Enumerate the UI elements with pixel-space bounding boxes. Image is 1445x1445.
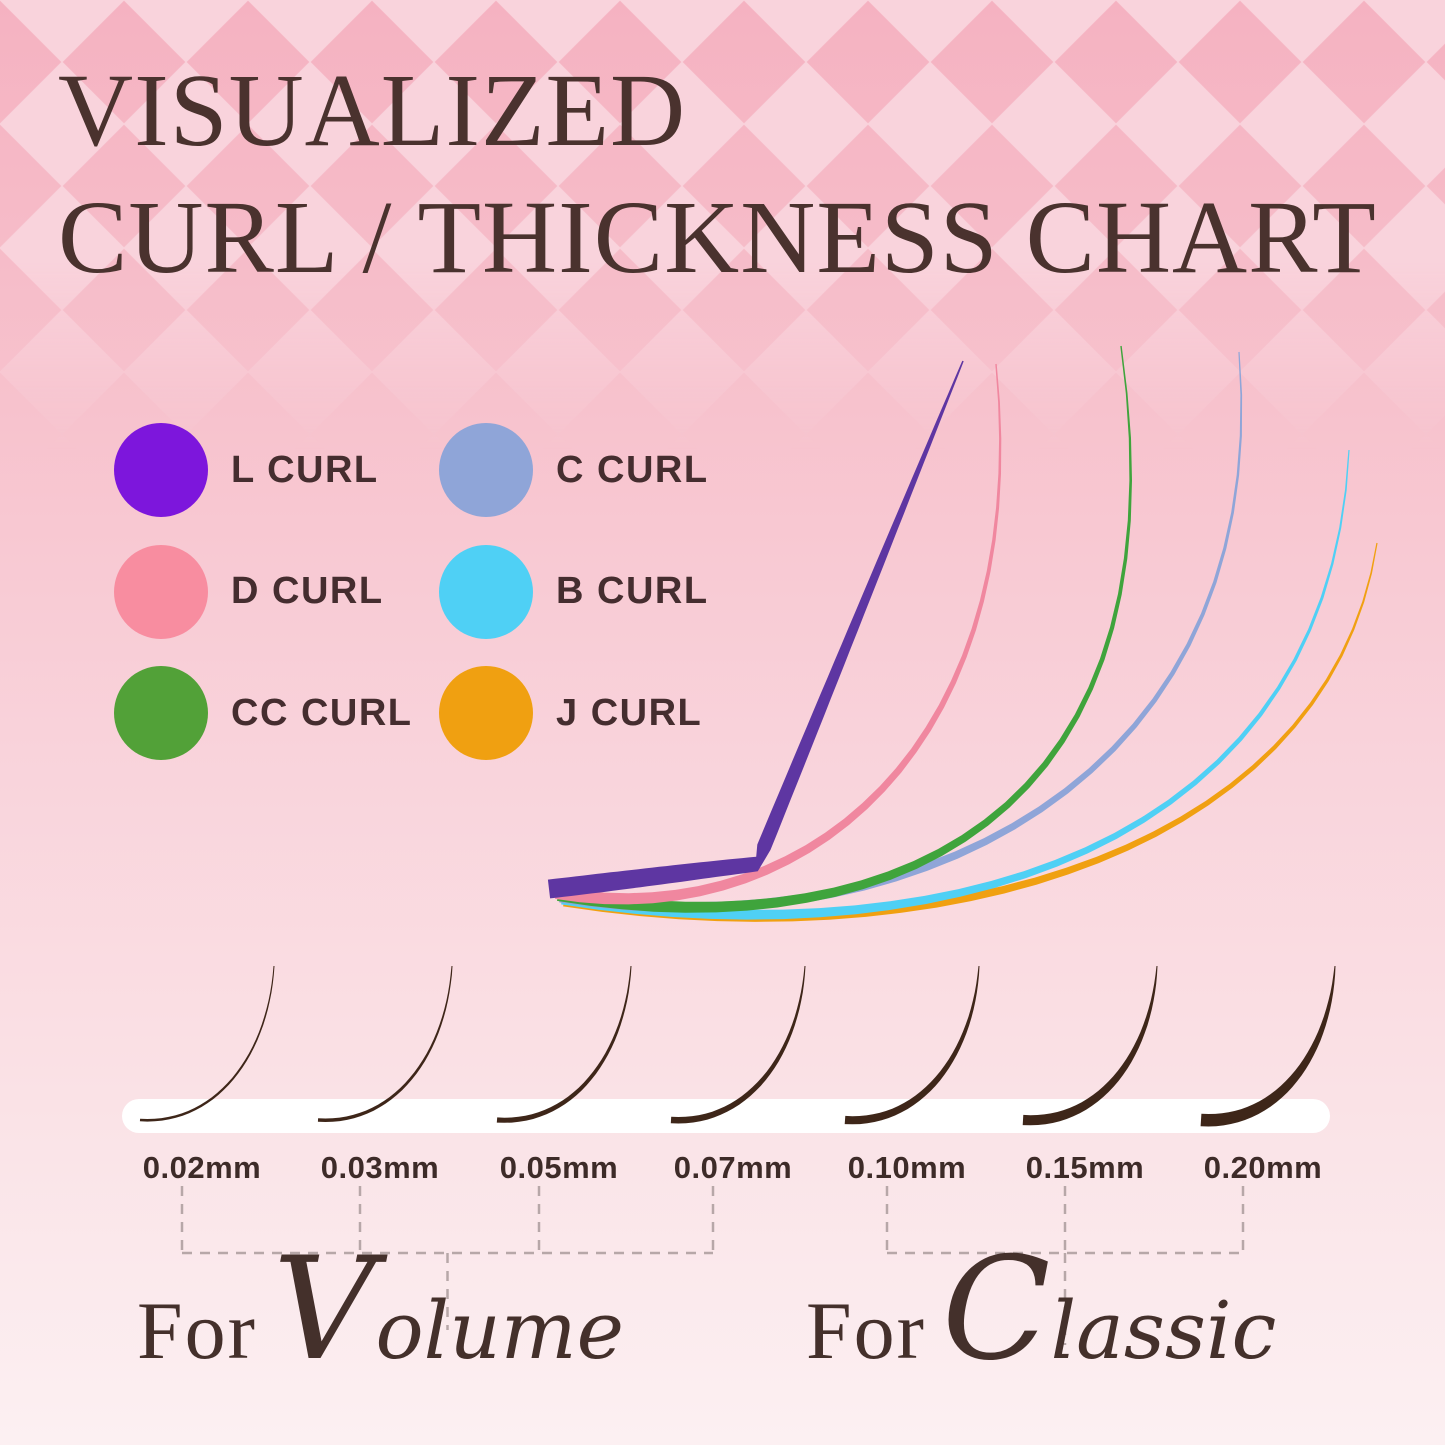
legend-color-dot <box>114 666 208 760</box>
thickness-label-0.15mm: 0.15mm <box>1025 1150 1145 1185</box>
page-title: VISUALIZED CURL / THICKNESS CHART <box>58 47 1377 301</box>
lash-strip-bar <box>122 1099 1330 1133</box>
legend-item-j-curl: J CURL <box>439 666 702 760</box>
dashed-connectors <box>180 1186 1245 1345</box>
legend-color-dot <box>439 423 533 517</box>
diamond-pattern-background <box>0 0 1445 470</box>
thickness-label-0.05mm: 0.05mm <box>499 1150 619 1185</box>
legend-color-dot <box>114 544 208 639</box>
group-script-rest: olume <box>375 1284 624 1377</box>
legend-item-l-curl: L CURL <box>114 423 379 517</box>
legend-item-cc-curl: CC CURL <box>114 666 412 760</box>
legend-label: B CURL <box>556 570 709 612</box>
thickness-label-0.07mm: 0.07mm <box>673 1150 793 1185</box>
group-script-rest: lassic <box>1050 1284 1277 1377</box>
thickness-label-0.20mm: 0.20mm <box>1203 1150 1323 1185</box>
legend-color-dot <box>439 666 533 760</box>
lash-0.02mm <box>139 966 275 1122</box>
legend-label: L CURL <box>231 448 379 491</box>
group-label-lassic: For Classic <box>806 1239 1276 1381</box>
lash-0.03mm <box>317 966 453 1122</box>
thickness-label-0.10mm: 0.10mm <box>847 1150 967 1185</box>
group-label-olume: For Volume <box>137 1239 624 1381</box>
legend-label: D CURL <box>231 570 384 612</box>
title-line-2: CURL / THICKNESS CHART <box>58 180 1377 295</box>
thickness-label-0.03mm: 0.03mm <box>320 1150 440 1185</box>
group-for-word: For <box>806 1285 926 1376</box>
group-for-word: For <box>137 1285 257 1376</box>
curve-c-curl <box>559 351 1243 913</box>
group-script-initial: C <box>941 1227 1051 1392</box>
legend-label: C CURL <box>556 448 709 491</box>
legend-color-dot <box>114 423 208 517</box>
legend-item-b-curl: B CURL <box>439 544 709 639</box>
legend-label: J CURL <box>556 691 703 734</box>
legend-item-c-curl: C CURL <box>439 423 709 517</box>
legend-item-d-curl: D CURL <box>114 544 384 639</box>
legend-color-dot <box>439 544 533 639</box>
thickness-label-0.02mm: 0.02mm <box>142 1150 262 1185</box>
curve-l-curl <box>547 360 964 899</box>
legend-label: CC CURL <box>231 691 413 734</box>
group-script-initial: V <box>272 1227 376 1392</box>
title-line-1: VISUALIZED <box>58 53 687 168</box>
